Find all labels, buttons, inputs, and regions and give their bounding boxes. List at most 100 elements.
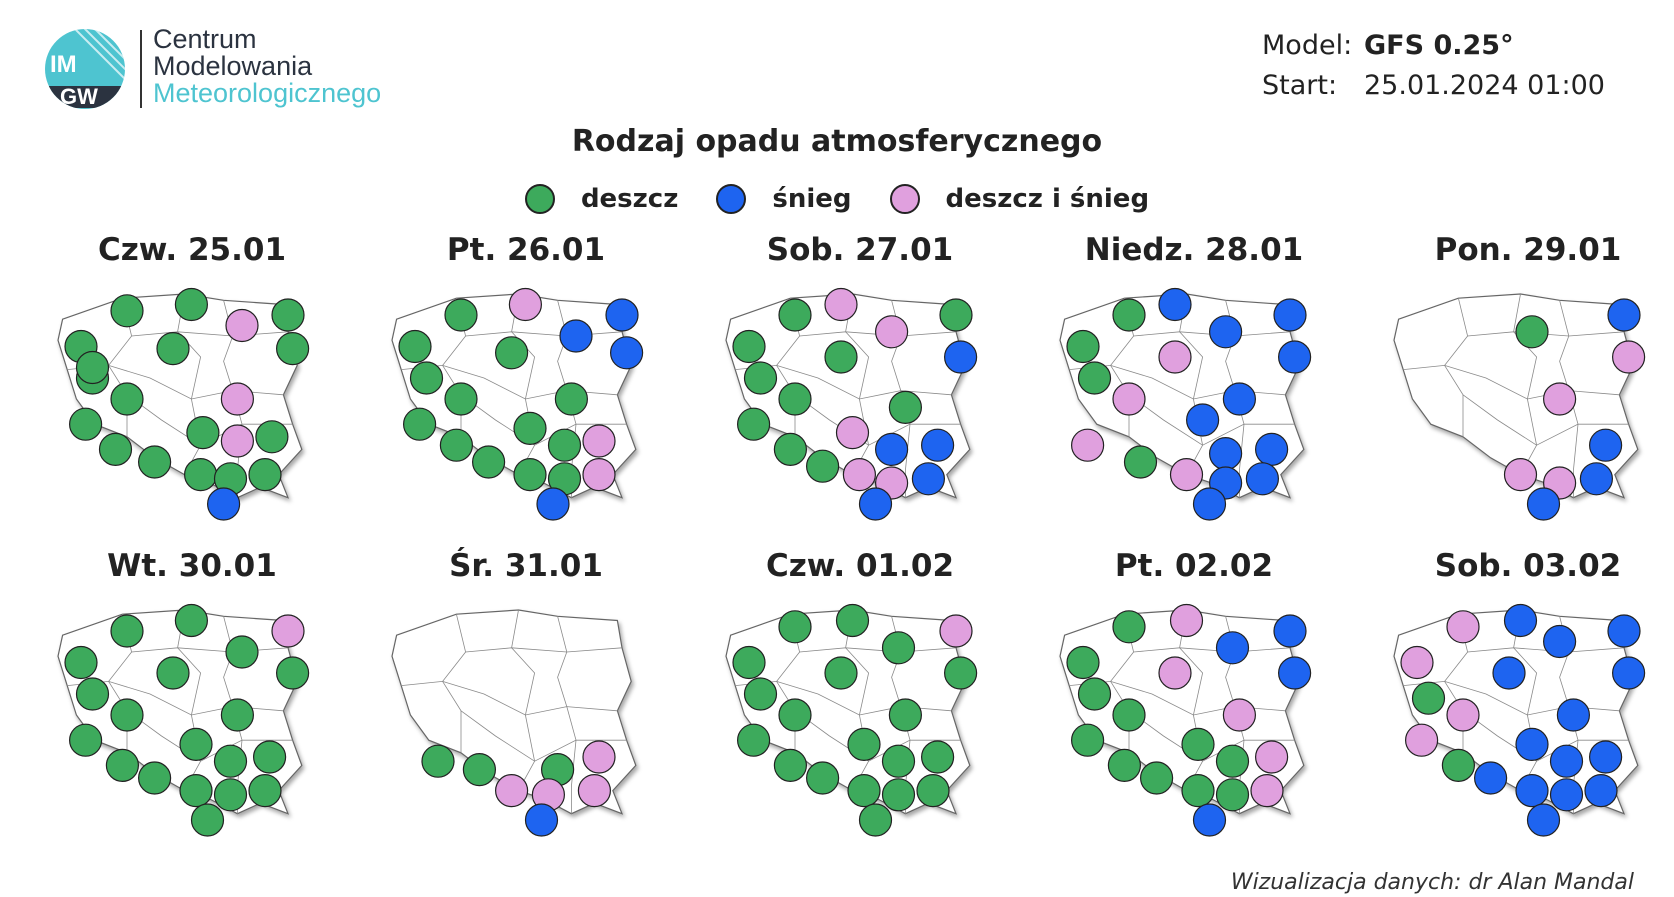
country-outline <box>1393 293 1639 499</box>
precip-marker-rain <box>174 287 208 322</box>
precip-marker-snow <box>1278 656 1312 690</box>
poland-map <box>391 287 644 521</box>
precip-marker-rain <box>1077 677 1112 711</box>
precip-marker-rain <box>1515 315 1549 349</box>
precip-marker-rain <box>1215 744 1250 778</box>
region-border <box>177 293 202 475</box>
start-label: Start: <box>1262 70 1338 101</box>
day-title: Śr. 31.01 <box>449 548 603 584</box>
precip-marker-mix <box>1222 698 1256 732</box>
precip-marker-mix <box>1112 382 1146 416</box>
precip-marker-rain <box>179 727 213 761</box>
precip-marker-snow <box>1549 744 1584 778</box>
day-panel: Czw. 25.01 <box>42 232 342 552</box>
precip-marker-rain <box>921 740 955 774</box>
precip-marker-snow <box>1492 656 1526 690</box>
precip-marker-rain <box>255 420 289 454</box>
precip-marker-snow <box>1549 778 1584 812</box>
precip-marker-rain <box>773 432 808 466</box>
precip-marker-rain <box>881 631 916 665</box>
precip-marker-rain <box>778 698 812 732</box>
precip-marker-rain <box>1066 329 1100 364</box>
precip-marker-snow <box>1222 382 1256 416</box>
precip-marker-rain <box>1215 778 1250 812</box>
precip-marker-snow <box>1579 462 1613 496</box>
imgw-logo: IM GW Centrum Modelowania Meteorologiczn… <box>40 24 400 114</box>
start-value: 25.01.2024 01:00 <box>1364 70 1605 101</box>
precip-marker-rain <box>68 407 103 441</box>
credit: Wizualizacja danych: dr Alan Mandal <box>1230 870 1634 895</box>
legend-item-mix: deszcz i śnieg <box>889 184 1150 214</box>
model-value: GFS 0.25° <box>1364 30 1514 61</box>
legend-item-rain: deszcz <box>524 184 679 214</box>
precip-marker-rain <box>743 361 778 395</box>
precip-marker-rain <box>225 635 259 669</box>
precip-marker-rain <box>944 656 978 690</box>
precip-marker-snow <box>911 462 945 496</box>
precip-marker-snow <box>1255 432 1289 466</box>
legend-label-rain: deszcz <box>580 184 679 214</box>
day-title: Pt. 02.02 <box>1114 548 1274 584</box>
precip-marker-rain <box>398 329 432 364</box>
precip-marker-snow <box>1209 437 1243 471</box>
precip-marker-snow <box>1543 624 1577 659</box>
precip-marker-mix <box>1255 740 1289 774</box>
region-border <box>460 394 627 446</box>
precip-marker-rain <box>156 331 190 366</box>
region-border <box>126 710 293 762</box>
day-panel: Śr. 31.01 <box>376 548 676 868</box>
day-title: Pon. 29.01 <box>1434 232 1622 268</box>
precip-marker-snow <box>207 487 241 521</box>
precip-marker-rain <box>179 774 213 808</box>
precip-marker-rain <box>248 458 282 492</box>
region-border <box>177 609 202 791</box>
legend-item-snow: śnieg <box>716 184 852 214</box>
precip-marker-rain <box>68 723 103 757</box>
precip-marker-rain <box>220 698 254 732</box>
precip-marker-mix <box>1070 428 1105 462</box>
precip-marker-snow <box>944 340 978 374</box>
precip-marker-rain <box>409 361 444 395</box>
precip-marker-rain <box>110 698 144 732</box>
legend-dot-rain <box>524 184 555 214</box>
precip-marker-mix <box>842 458 876 492</box>
precip-marker-snow <box>875 432 909 466</box>
precip-marker-rain <box>276 331 310 366</box>
poland-map <box>1393 293 1646 521</box>
legend-label-mix: deszcz i śnieg <box>945 184 1150 214</box>
precip-marker-rain <box>824 656 858 690</box>
precip-marker-rain <box>743 677 778 711</box>
precip-marker-snow <box>858 487 893 521</box>
logo-line3: Meteorologicznego <box>153 78 382 108</box>
precip-marker-rain <box>554 382 588 416</box>
precip-marker-rain <box>271 298 305 332</box>
precip-marker-rain <box>276 656 310 690</box>
precip-marker-mix <box>1158 340 1192 374</box>
precip-marker-rain <box>421 744 455 778</box>
country-outline <box>1059 293 1305 499</box>
day-title: Niedz. 28.01 <box>1084 232 1304 268</box>
precip-marker-rain <box>64 645 98 680</box>
precip-marker-snow <box>1584 774 1618 808</box>
precip-marker-rain <box>213 744 248 778</box>
precip-marker-rain <box>444 382 478 416</box>
precip-marker-rain <box>248 774 282 808</box>
region-border <box>1462 394 1629 446</box>
poland-map <box>57 603 310 837</box>
region-border <box>1179 293 1204 475</box>
precip-marker-mix <box>835 416 870 450</box>
legend: deszcz śnieg deszcz i śnieg <box>0 184 1674 214</box>
day-panel: Pon. 29.01 <box>1378 232 1674 552</box>
precip-marker-mix <box>939 614 973 648</box>
day-title: Wt. 30.01 <box>107 548 277 584</box>
precip-marker-rain <box>547 428 582 462</box>
precip-marker-rain <box>736 407 771 441</box>
precip-marker-mix <box>875 315 909 349</box>
precip-marker-rain <box>439 428 474 462</box>
precip-marker-rain <box>402 407 437 441</box>
precip-marker-mix <box>1446 610 1480 644</box>
precip-marker-rain <box>881 744 916 778</box>
precip-marker-rain <box>137 761 172 795</box>
precip-marker-snow <box>1556 698 1590 732</box>
poland-map <box>725 603 978 837</box>
